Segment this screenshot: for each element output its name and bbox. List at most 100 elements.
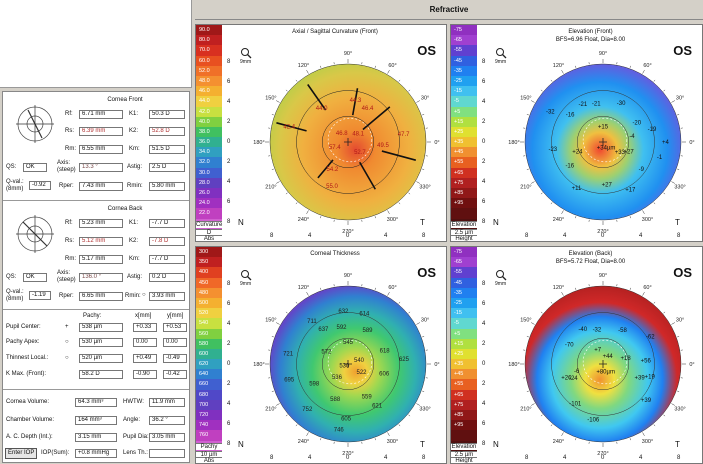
pupil-dia-label: Pupil Dia: [123, 434, 149, 440]
map-value-label: 530 [339, 363, 350, 369]
enter-iop-button[interactable]: Enter IOP [5, 448, 38, 459]
angle-tick [398, 79, 401, 82]
center-crosshair [599, 138, 607, 146]
angle-label: 120° [553, 63, 564, 69]
rmin-label: Rmin: [125, 293, 141, 299]
front-rmin-value: 5.80 mm [149, 182, 185, 191]
diameter-label: 9mm [495, 59, 507, 65]
chamber-volume-label: Chamber Volume: [6, 417, 55, 423]
divider [3, 389, 189, 390]
rmin-radio-icon[interactable]: ○ [142, 292, 146, 298]
angle-tick [540, 89, 543, 92]
angle-tick [387, 69, 390, 74]
angle-tick [561, 291, 564, 296]
y-tick-label: 2 [227, 119, 231, 125]
y-tick-label: 0 [482, 139, 486, 145]
scale-cell: -55 [451, 267, 477, 278]
angle-tick [398, 424, 401, 427]
scale-cell: 680 [196, 389, 222, 400]
map-value-label: 48.1 [352, 131, 364, 137]
angle-tick [416, 181, 421, 184]
thickness-map-panel[interactable]: 300 350 400 450 480 500 520 540 560 580 600 620 640 6… [195, 246, 447, 464]
iop-sum-value: +0.8 mmHg [75, 449, 117, 458]
angle-label: 0° [689, 140, 694, 146]
angle-label: 300° [387, 217, 398, 223]
zoom-icon[interactable] [495, 47, 507, 59]
scale-name: Pachy [196, 443, 222, 450]
angle-tick [416, 100, 421, 103]
map-value-label: 42.4 [283, 124, 295, 130]
pachy-x-value: 0.00 [133, 338, 157, 347]
rs-label: Rs: [65, 238, 74, 244]
pachy-row-marker-icon: ○ [65, 355, 69, 361]
angle-tick [530, 403, 535, 406]
y-tick-label: 4 [227, 99, 231, 105]
angle-tick [550, 202, 553, 205]
angle-tick [422, 168, 425, 170]
scale-unit: 2.5 µm [454, 230, 474, 236]
rm-label: Rm: [65, 256, 76, 262]
angle-tick [306, 291, 309, 296]
map-value-label: 49.5 [377, 143, 389, 149]
angle-tick [306, 432, 309, 437]
nasal-label: N [238, 218, 244, 227]
angle-tick [374, 287, 376, 290]
scale-cell: +95 [451, 420, 477, 431]
temporal-label: T [675, 440, 680, 449]
angle-tick [408, 89, 411, 92]
y-tick-label: 8 [227, 281, 231, 287]
map-value-label: -19 [648, 127, 657, 133]
map-value-label: -20 [632, 121, 641, 127]
y-tick-label: 4 [482, 401, 486, 407]
rper-label: Rper: [59, 183, 74, 189]
lens-th-value [149, 449, 185, 458]
zoom-icon[interactable] [240, 47, 252, 59]
map-value-label: -32 [593, 327, 602, 333]
zoom-icon[interactable] [240, 269, 252, 281]
scale-cell: 28.0 [196, 177, 222, 188]
grid-ring [296, 90, 400, 194]
angle-label: 90° [344, 51, 352, 57]
scale-mode: Height [451, 235, 477, 241]
angle-label: 300° [642, 439, 653, 445]
scale-cell: 560 [196, 328, 222, 339]
front-elevation-map-panel[interactable]: -75 -65 -55 -45 -35 -25 -15 -5 +5 +15 +25 +35 +45 +55… [450, 24, 703, 242]
map-subtitle: BFS=6.96 Float, Dia=8.00 [555, 37, 626, 43]
back-astig-value: 0.2 D [149, 273, 185, 282]
map-value-label: +17 [625, 187, 636, 193]
axis-label: Axis: [57, 270, 71, 276]
angle-tick [422, 336, 425, 338]
zoom-icon[interactable] [495, 269, 507, 281]
nasal-label: N [493, 218, 499, 227]
angle-tick [320, 287, 322, 290]
angle-tick [642, 210, 645, 215]
front-qs-value: OK [23, 163, 47, 172]
back-elevation-map-panel[interactable]: -75 -65 -55 -45 -35 -25 -15 -5 +5 +15 +25 +35 +45 +55… [450, 246, 703, 464]
angle-tick [561, 432, 564, 437]
angle-tick [398, 202, 401, 205]
angle-label: 0° [689, 362, 694, 368]
scale-unit: 2.5 µm [454, 452, 474, 458]
curvature-map-panel[interactable]: 90.0 80.0 70.0 60.0 52.0 48.0 46.0 44.0 42.0 40.0… [195, 24, 447, 242]
temporal-label: T [420, 440, 425, 449]
angle-tick [629, 216, 631, 219]
map-value-label: 589 [362, 328, 373, 334]
scale-mode: Abs [196, 457, 222, 463]
pachy-y-value: +0.53 [163, 323, 187, 332]
angle-tick [374, 65, 376, 68]
scale-cell: 450 [196, 277, 222, 288]
angle-tick [561, 210, 564, 215]
map-value-label: -21 [592, 102, 601, 108]
map-value-label: +39 [635, 375, 646, 381]
angle-label: 240° [553, 217, 564, 223]
scale-cell: 480 [196, 287, 222, 298]
back-astigmatism-icon [16, 215, 54, 253]
scale-cell: +75 [451, 399, 477, 410]
rmin-label: Rmin: [127, 183, 143, 189]
front-rf-value: 6.71 mm [79, 110, 123, 119]
angle-label: 330° [674, 185, 685, 191]
scale-cell: -55 [451, 45, 477, 56]
curvature-axis-line [307, 84, 327, 111]
angle-tick [320, 438, 322, 441]
scale-cell: 44.0 [196, 96, 222, 107]
